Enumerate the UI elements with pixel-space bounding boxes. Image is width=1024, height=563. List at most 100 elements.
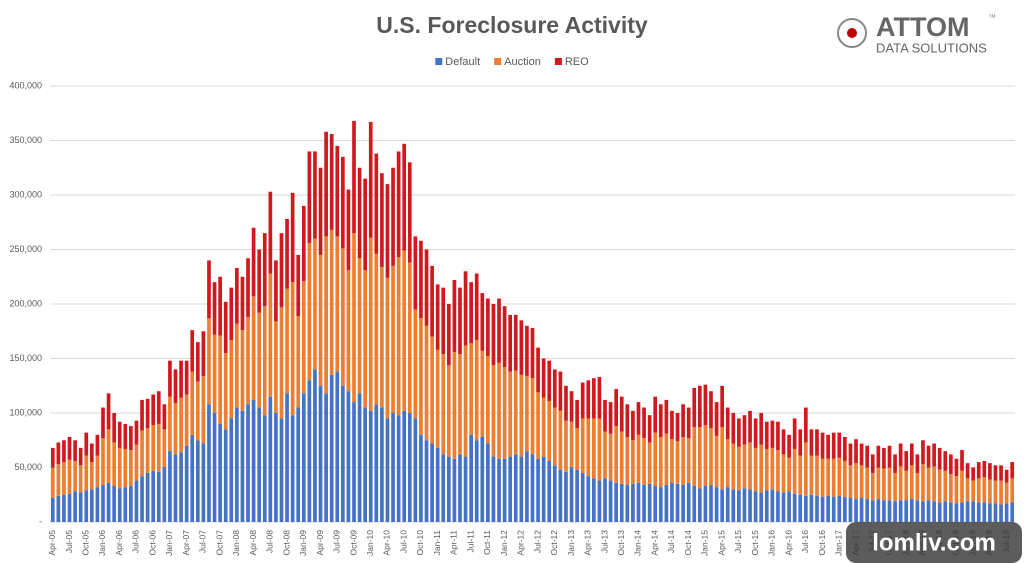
bar-segment (575, 399, 579, 429)
bar-segment (346, 391, 351, 522)
bar-segment (737, 418, 741, 447)
bar-segment (547, 460, 552, 522)
bar-segment (921, 464, 925, 502)
bar-segment (709, 428, 713, 485)
bar-segment (290, 415, 295, 522)
bar-segment (368, 237, 373, 411)
bar-segment (960, 450, 964, 471)
bar-segment (753, 418, 758, 448)
bar-segment (798, 455, 803, 495)
x-tick-label: Jul-07 (198, 530, 208, 553)
bar-segment (692, 387, 697, 428)
bar-segment (837, 432, 842, 458)
legend-label: Default (445, 56, 480, 68)
bar-segment (943, 470, 948, 502)
bar-segment (296, 407, 301, 522)
bar-segment (631, 483, 635, 522)
bar-segment (703, 424, 708, 487)
bar-segment (636, 482, 641, 522)
bar-segment (714, 435, 719, 488)
bar-segment (999, 465, 1003, 481)
bar-segment (469, 343, 473, 435)
bar-segment (50, 467, 55, 499)
bar-segment (168, 451, 172, 522)
x-tick-label: Jan-10 (365, 530, 375, 556)
bar-segment (313, 151, 317, 239)
bar-segment (943, 451, 948, 471)
bar-segment (458, 454, 462, 522)
bar-segment (435, 284, 440, 350)
bar-segment (831, 458, 836, 497)
bar-segment (619, 396, 624, 432)
bar-segment (413, 418, 418, 522)
bar-segment (843, 460, 847, 497)
bar-segment (569, 391, 574, 422)
bar-segment (608, 480, 613, 522)
bar-segment (240, 330, 245, 411)
bar-segment (195, 440, 200, 522)
bar-segment (993, 480, 998, 504)
x-tick-label: Jan-07 (164, 530, 174, 556)
bar-segment (776, 421, 780, 451)
bar-segment (235, 407, 239, 522)
bar-segment (558, 469, 563, 522)
bar-segment (129, 450, 133, 487)
bar-segment (184, 394, 189, 446)
bar-segment (246, 404, 250, 522)
bar-segment (815, 455, 819, 496)
bar-segment (374, 253, 379, 405)
bar-segment (73, 491, 77, 522)
bar-segment (597, 418, 602, 481)
bar-segment (296, 254, 301, 316)
x-tick-label: Apr-06 (114, 530, 124, 556)
bar-segment (519, 320, 524, 375)
x-tick-label: Jan-17 (834, 530, 844, 556)
bar-segment (949, 474, 953, 503)
bar-segment (742, 415, 747, 445)
bar-segment (195, 342, 200, 382)
bar-segment (675, 483, 680, 522)
y-tick-label: 150,000 (9, 353, 42, 363)
bar-segment (469, 282, 473, 344)
bar-segment (603, 431, 607, 479)
x-tick-label: Jan-14 (633, 530, 643, 556)
bar-segment (725, 439, 730, 488)
bar-segment (262, 306, 267, 416)
bar-segment (658, 487, 663, 522)
bar-segment (586, 380, 591, 419)
bar-segment (274, 260, 278, 322)
bar-segment (653, 486, 658, 522)
bar-segment (781, 454, 786, 493)
bar-segment (201, 443, 206, 522)
bar-segment (898, 443, 903, 467)
bar-segment (731, 413, 736, 444)
logo-name: ATTOM (876, 12, 970, 42)
bar-segment (982, 477, 987, 503)
bar-segment (670, 482, 674, 522)
bar-segment (848, 498, 853, 522)
bar-segment (290, 192, 295, 283)
bar-segment (402, 410, 407, 522)
bar-segment (870, 500, 875, 522)
bar-segment (614, 389, 619, 427)
bar-segment (156, 471, 161, 522)
bar-segment (619, 431, 624, 484)
bar-segment (419, 240, 423, 319)
bar-segment (324, 236, 328, 394)
bar-segment (737, 446, 741, 491)
bar-segment (179, 360, 183, 398)
bar-segment (820, 458, 825, 497)
bar-segment (486, 443, 490, 522)
bar-segment (803, 442, 808, 496)
bar-segment (698, 488, 702, 522)
bar-segment (943, 501, 948, 522)
bar-segment (988, 479, 992, 504)
bar-segment (921, 501, 925, 522)
bar-segment (56, 464, 61, 496)
bar-segment (770, 489, 775, 522)
x-tick-label: Oct-10 (415, 530, 425, 556)
bar-segment (893, 501, 897, 522)
bar-segment (346, 270, 351, 392)
bar-segment (341, 248, 345, 386)
